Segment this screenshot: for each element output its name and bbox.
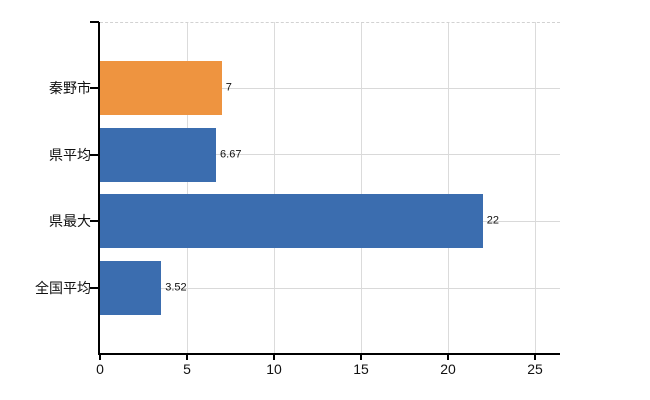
bar-value-label: 6.67 bbox=[220, 148, 242, 161]
bar-2 bbox=[100, 127, 217, 182]
gridline-vertical bbox=[360, 22, 362, 353]
x-axis-line bbox=[98, 353, 560, 355]
x-axis-tick bbox=[447, 353, 449, 360]
x-axis-tick bbox=[99, 353, 101, 360]
category-label: 秦野市 bbox=[49, 80, 91, 96]
x-axis-tick bbox=[186, 353, 188, 360]
bar-value-label: 22 bbox=[486, 214, 500, 227]
category-label: 県平均 bbox=[49, 146, 91, 163]
y-axis-top-tick bbox=[90, 21, 99, 23]
y-axis-tick bbox=[90, 220, 99, 223]
x-tick-label: 5 bbox=[183, 361, 191, 377]
gridline-vertical bbox=[447, 22, 449, 353]
y-axis-tick bbox=[90, 287, 99, 290]
y-axis-tick bbox=[90, 87, 99, 89]
gridline-horizontal bbox=[100, 87, 560, 89]
bar-4 bbox=[100, 261, 162, 316]
x-tick-label: 15 bbox=[353, 361, 369, 377]
plot-top-border bbox=[100, 22, 560, 23]
gridline-vertical bbox=[534, 22, 536, 353]
x-tick-label: 25 bbox=[527, 361, 543, 377]
x-axis-tick bbox=[534, 353, 536, 360]
y-axis-tick bbox=[90, 153, 99, 156]
category-label: 全国平均 bbox=[35, 280, 91, 297]
y-axis-line bbox=[98, 22, 100, 353]
x-axis-tick bbox=[360, 353, 362, 360]
bar-1 bbox=[100, 61, 222, 115]
gridline-horizontal bbox=[100, 154, 560, 156]
bar-value-label: 7 bbox=[225, 81, 232, 94]
x-tick-label: 0 bbox=[96, 361, 104, 377]
category-label: 県最大 bbox=[49, 213, 91, 230]
gridline-horizontal bbox=[100, 287, 560, 289]
gridline-vertical bbox=[186, 22, 188, 353]
bar-3 bbox=[100, 194, 483, 249]
x-axis-tick bbox=[273, 353, 275, 360]
gridline-vertical bbox=[273, 22, 275, 353]
x-tick-label: 10 bbox=[266, 361, 282, 377]
x-tick-label: 20 bbox=[440, 361, 456, 377]
bar-value-label: 3.52 bbox=[165, 281, 187, 294]
